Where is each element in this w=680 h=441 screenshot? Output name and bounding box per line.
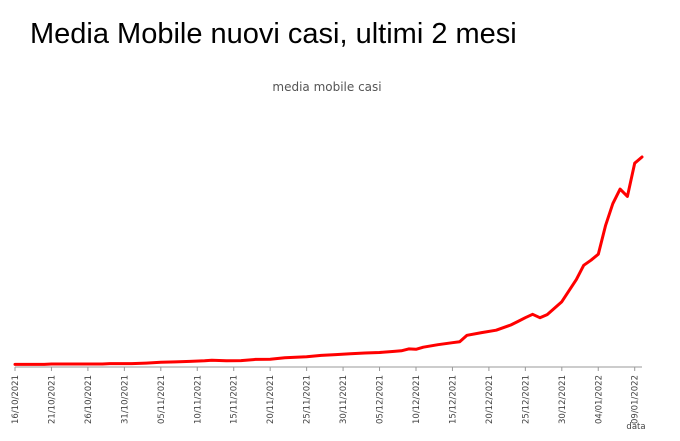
series-line-media-mobile bbox=[13, 155, 644, 366]
x-tick-label: 10/11/2021 bbox=[193, 375, 203, 424]
x-tick-label: 20/11/2021 bbox=[266, 375, 276, 424]
x-tick-label: 30/11/2021 bbox=[339, 375, 349, 424]
x-tick-label: 15/12/2021 bbox=[448, 375, 458, 424]
chart-title: media mobile casi bbox=[272, 80, 381, 94]
x-axis-label: data bbox=[626, 422, 645, 432]
x-tick-label: 15/11/2021 bbox=[230, 375, 240, 424]
x-tick-label: 21/10/2021 bbox=[47, 375, 57, 424]
page-title: Media Mobile nuovi casi, ultimi 2 mesi bbox=[30, 18, 517, 50]
x-tick-label: 05/12/2021 bbox=[376, 375, 386, 424]
x-tick-label: 05/11/2021 bbox=[157, 375, 167, 424]
x-axis-ticks: 16/10/2021 21/10/2021 26/10/2021 31/10/2021… bbox=[11, 367, 641, 424]
x-tick-label: 30/12/2021 bbox=[558, 375, 568, 424]
x-tick-label: 25/11/2021 bbox=[303, 375, 313, 424]
x-tick-label: 04/01/2022 bbox=[594, 375, 604, 424]
x-tick-label: 20/12/2021 bbox=[485, 375, 495, 424]
x-tick-label: 31/10/2021 bbox=[120, 375, 130, 424]
x-tick-label: 26/10/2021 bbox=[84, 375, 94, 424]
x-tick-label: 10/12/2021 bbox=[412, 375, 422, 424]
x-tick-label: 25/12/2021 bbox=[521, 375, 531, 424]
x-tick-label: 09/01/2022 bbox=[631, 375, 641, 424]
x-tick-label: 16/10/2021 bbox=[11, 375, 21, 424]
